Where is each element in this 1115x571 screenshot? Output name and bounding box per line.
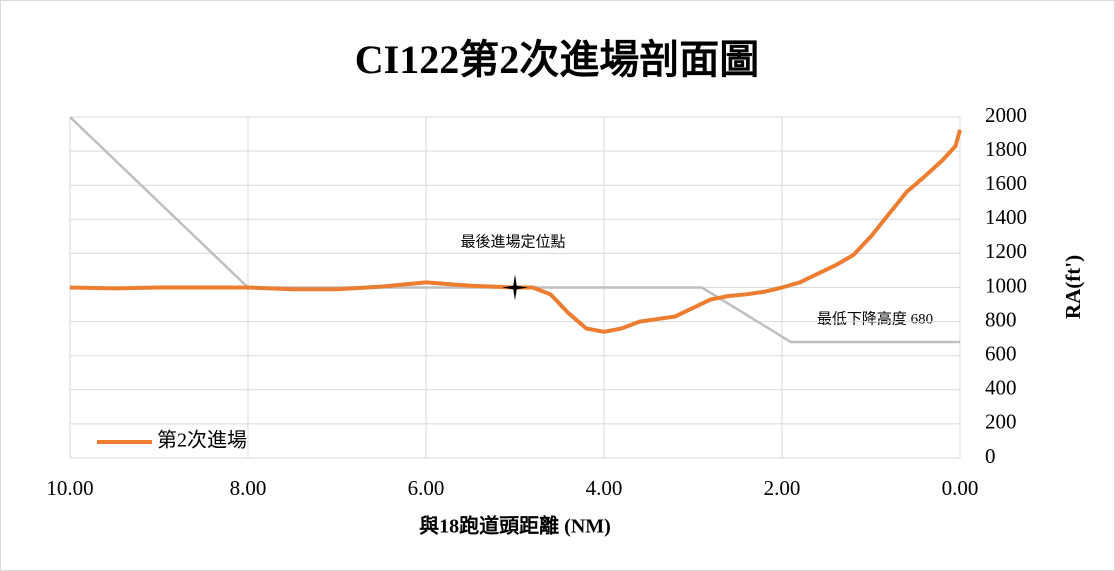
y-tick-label: 600 <box>985 342 1017 366</box>
x-tick-label: 8.00 <box>230 476 267 500</box>
chart-title: CI122第2次進場剖面圖 <box>355 37 759 82</box>
annotation: 最低下降高度 680 <box>817 310 933 327</box>
y-tick-label: 1800 <box>985 137 1027 161</box>
x-tick-label: 2.00 <box>764 476 801 500</box>
y-tick-label: 1600 <box>985 171 1027 195</box>
series-line <box>69 129 962 334</box>
x-tick-label: 6.00 <box>408 476 445 500</box>
x-tick-label: 0.00 <box>942 476 979 500</box>
y-tick-label: 1400 <box>985 205 1027 229</box>
x-tick-label: 10.00 <box>46 476 93 500</box>
y-tick-label: 2000 <box>985 103 1027 127</box>
annotation: 最後進場定位點 <box>460 233 565 250</box>
series-line <box>69 116 960 344</box>
y-tick-label: 800 <box>985 307 1017 331</box>
y-tick-label: 0 <box>985 444 996 468</box>
y-axis-label: RA(ft') <box>1061 255 1085 319</box>
marker-star <box>502 274 528 301</box>
x-axis-label: 與18跑道頭距離 (NM) <box>419 514 611 538</box>
y-tick-label: 1200 <box>985 239 1027 263</box>
x-tick-label: 4.00 <box>586 476 623 500</box>
y-tick-label: 400 <box>985 376 1017 400</box>
y-tick-label: 200 <box>985 410 1017 434</box>
y-tick-label: 1000 <box>985 273 1027 297</box>
legend-label: 第2次進場 <box>157 429 247 452</box>
